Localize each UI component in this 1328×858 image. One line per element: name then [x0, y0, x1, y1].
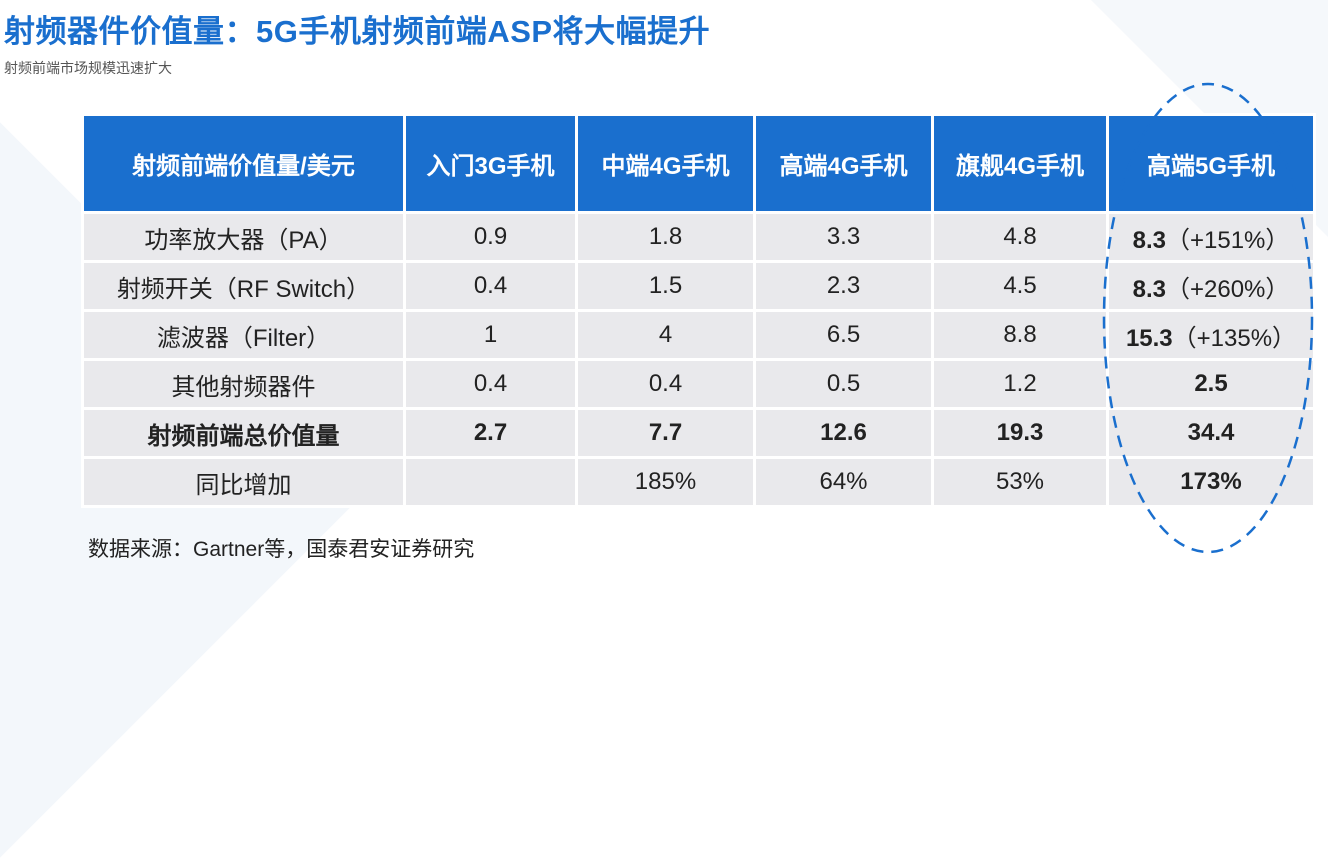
table-cell: 0.4 [403, 260, 578, 312]
header-4g-high: 高端4G手机 [753, 113, 934, 214]
value-5g: 15.3 [1125, 324, 1173, 352]
table-row: 射频开关（RF Switch） 0.4 1.5 2.3 4.5 8.3（+260… [81, 260, 1316, 312]
table-cell-5g: 8.3（+151%） [1106, 211, 1316, 263]
table-cell: 1.2 [931, 358, 1109, 410]
table-row: 滤波器（Filter） 1 4 6.5 8.8 15.3（+135%） [81, 309, 1316, 361]
table-cell: 0.5 [753, 358, 934, 410]
table-cell: 12.6 [753, 407, 934, 459]
table-cell: 4.8 [931, 211, 1109, 263]
table-cell: 3.3 [753, 211, 934, 263]
value-5g: 8.3 [1132, 226, 1166, 254]
row-label: 射频开关（RF Switch） [81, 260, 406, 312]
value-5g: 8.3 [1132, 275, 1166, 303]
table-cell-5g: 2.5 [1106, 358, 1316, 410]
header-category: 射频前端价值量/美元 [81, 113, 406, 214]
table-cell: 2.3 [753, 260, 934, 312]
table-cell: 0.4 [403, 358, 578, 410]
value-5g: 173% [1180, 468, 1242, 495]
row-label: 功率放大器（PA） [81, 211, 406, 263]
table-cell: 0.4 [575, 358, 756, 410]
table-row: 其他射频器件 0.4 0.4 0.5 1.2 2.5 [81, 358, 1316, 410]
page-title: 射频器件价值量：5G手机射频前端ASP将大幅提升 [4, 14, 711, 49]
table-cell: 7.7 [575, 407, 756, 459]
table-cell: 1.5 [575, 260, 756, 312]
table-cell: 19.3 [931, 407, 1109, 459]
value-table: 射频前端价值量/美元 入门3G手机 中端4G手机 高端4G手机 旗舰4G手机 高… [81, 113, 1316, 508]
growth-5g: （+151%） [1165, 226, 1290, 254]
source-note: 数据来源：Gartner等，国泰君安证券研究 [88, 538, 475, 561]
table-cell: 1.8 [575, 211, 756, 263]
row-label: 滤波器（Filter） [81, 309, 406, 361]
table-cell: 53% [931, 456, 1109, 508]
value-5g: 2.5 [1194, 370, 1228, 397]
table-cell: 6.5 [753, 309, 934, 361]
header-3g-entry: 入门3G手机 [403, 113, 578, 214]
table-cell: 0.9 [403, 211, 578, 263]
table-cell: 1 [403, 309, 578, 361]
table-cell-5g: 8.3（+260%） [1106, 260, 1316, 312]
table-header-row: 射频前端价值量/美元 入门3G手机 中端4G手机 高端4G手机 旗舰4G手机 高… [81, 113, 1316, 214]
growth-5g: （+135%） [1172, 324, 1297, 352]
table-cell-5g: 173% [1106, 456, 1316, 508]
growth-5g: （+260%） [1165, 275, 1290, 303]
header-4g-flagship: 旗舰4G手机 [931, 113, 1109, 214]
table-cell-5g: 15.3（+135%） [1106, 309, 1316, 361]
row-label: 同比增加 [81, 456, 406, 508]
table-cell [403, 456, 578, 508]
table-cell: 185% [575, 456, 756, 508]
table-row-total: 射频前端总价值量 2.7 7.7 12.6 19.3 34.4 [81, 407, 1316, 459]
table-cell: 8.8 [931, 309, 1109, 361]
value-5g: 34.4 [1187, 419, 1235, 446]
table-cell: 64% [753, 456, 934, 508]
row-label: 其他射频器件 [81, 358, 406, 410]
table-cell: 4.5 [931, 260, 1109, 312]
header-5g-high: 高端5G手机 [1106, 113, 1316, 214]
header-4g-mid: 中端4G手机 [575, 113, 756, 214]
table-cell-5g: 34.4 [1106, 407, 1316, 459]
page-subtitle: 射频前端市场规模迅速扩大 [4, 60, 172, 76]
table-cell: 4 [575, 309, 756, 361]
row-label: 射频前端总价值量 [81, 407, 406, 459]
table-row: 同比增加 185% 64% 53% 173% [81, 456, 1316, 508]
table-row: 功率放大器（PA） 0.9 1.8 3.3 4.8 8.3（+151%） [81, 211, 1316, 263]
table-cell: 2.7 [403, 407, 578, 459]
